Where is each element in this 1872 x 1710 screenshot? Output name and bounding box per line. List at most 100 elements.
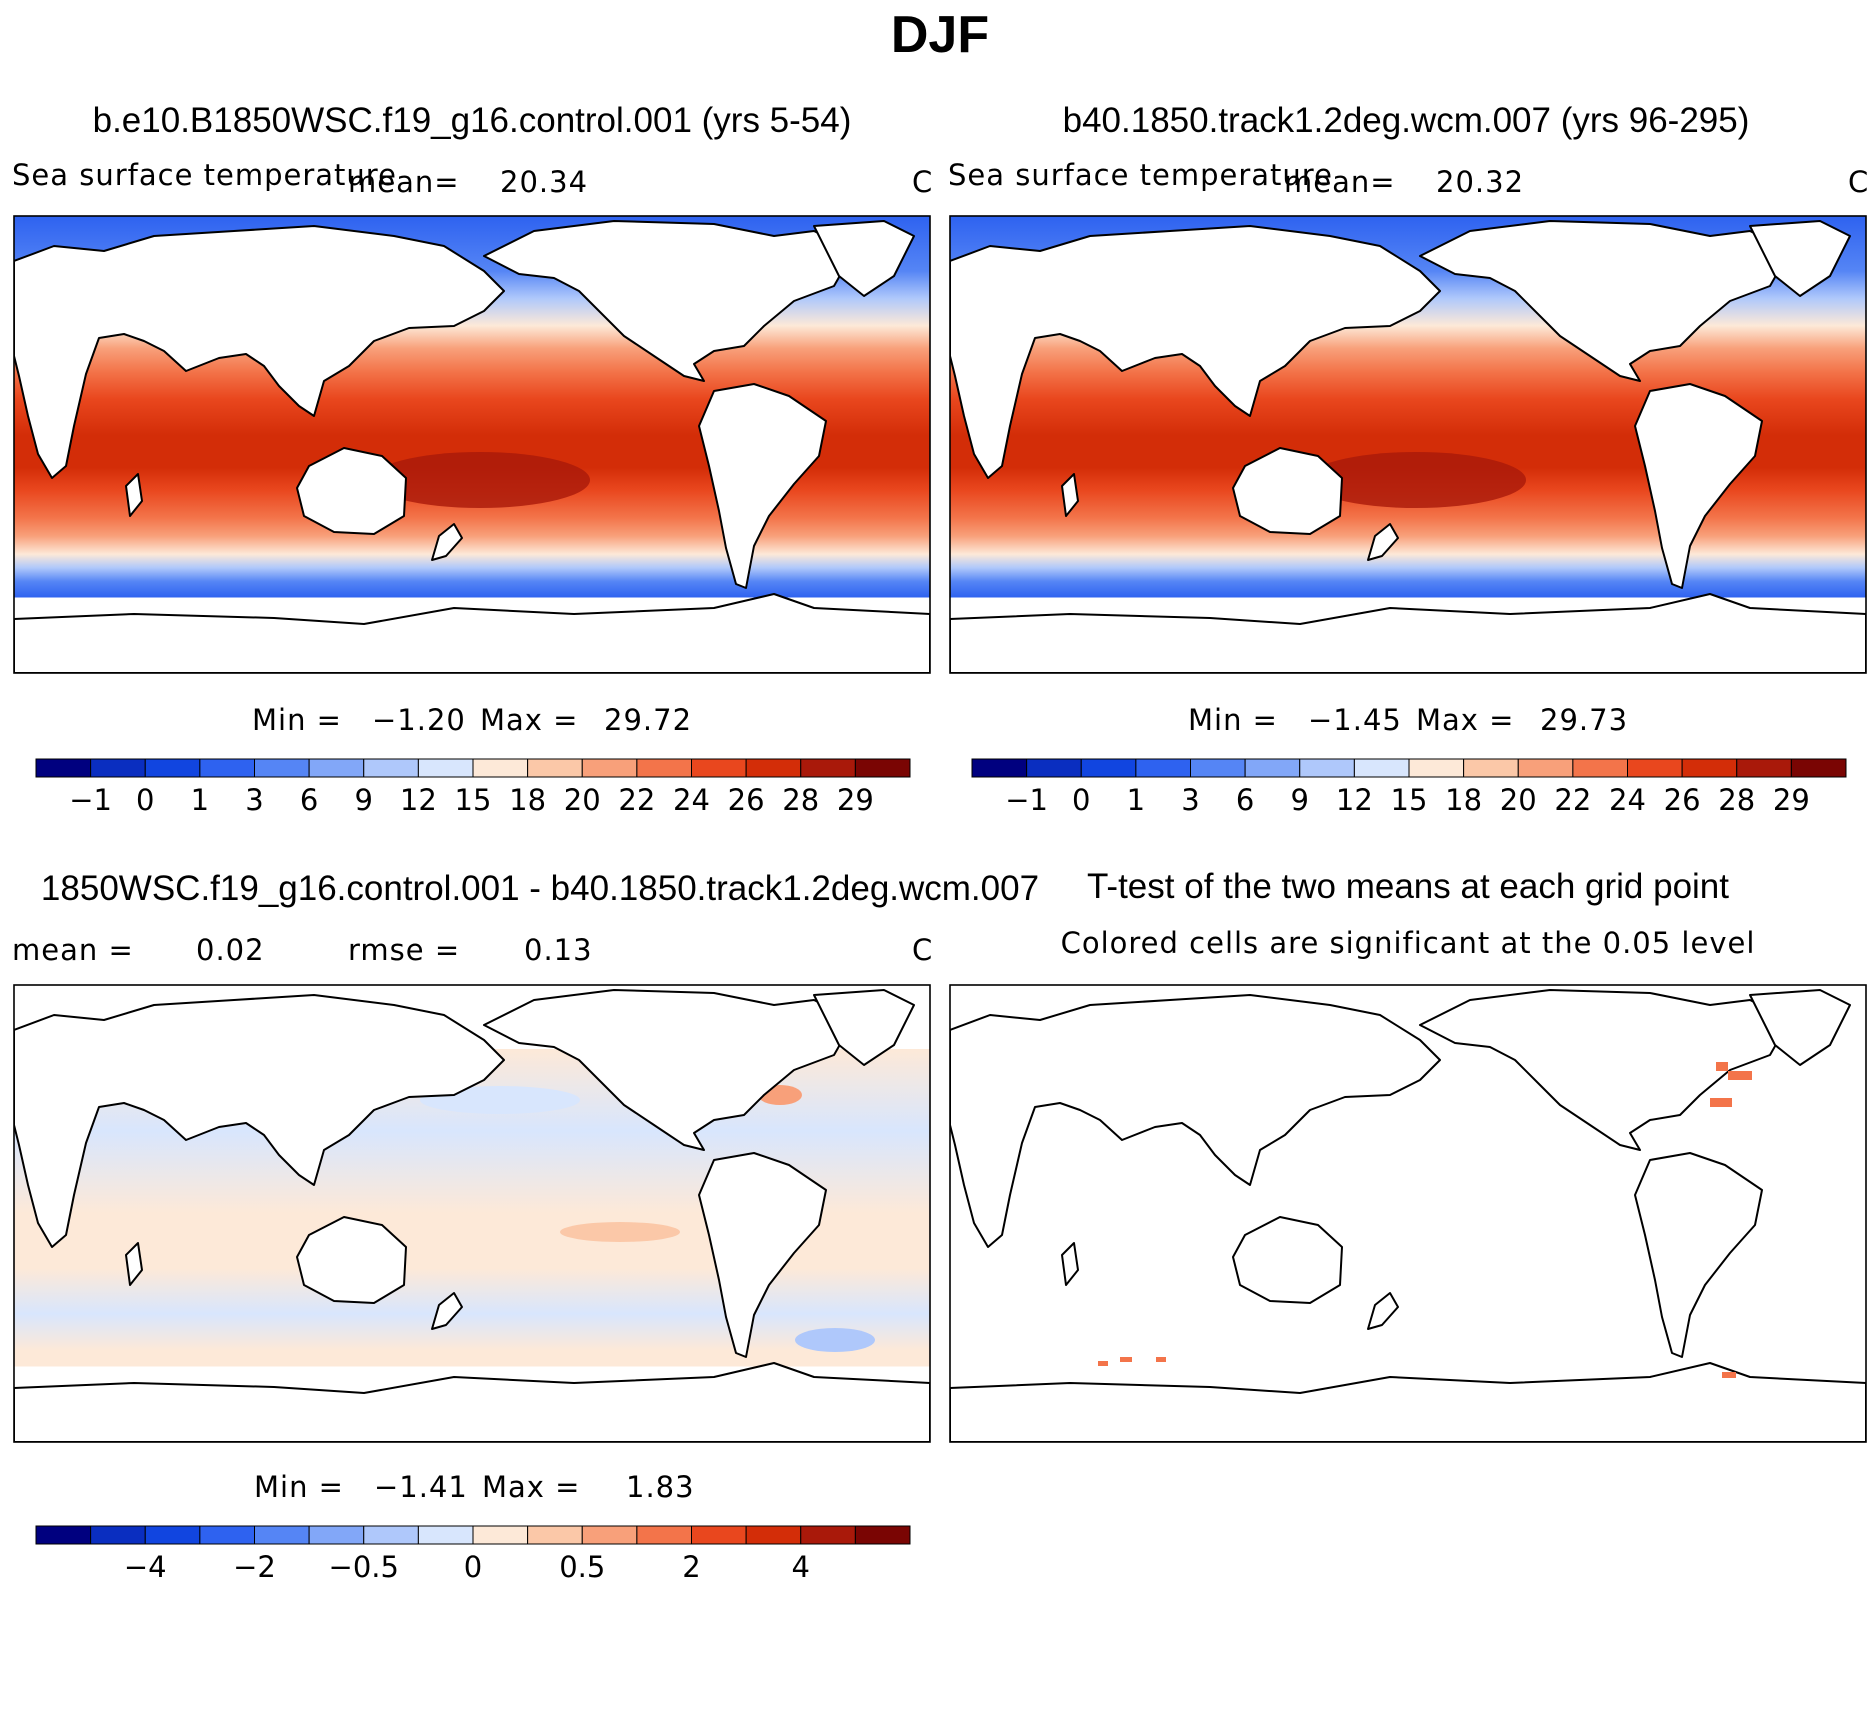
- colorbar-tick-label: 15: [1391, 783, 1428, 817]
- colorbar-swatch: [636, 1525, 692, 1545]
- colorbar-swatch: [308, 758, 365, 778]
- panel-b-units: C: [1848, 165, 1869, 199]
- colorbar-swatch: [1463, 758, 1519, 778]
- colorbar-swatch: [144, 758, 201, 778]
- panel-b-colorbar: −1 0 1 3 6 9 12 15 18 20 22 24 26 28 29: [971, 758, 1847, 817]
- panel-a-min-value: −1.20: [372, 703, 466, 737]
- panel-c-mean-label: mean =: [12, 933, 134, 967]
- panel-a-colorbar: −1 0 1 3 6 9 12 15 18 20 22 24 26 28 29: [35, 758, 911, 817]
- colorbar-swatch: [90, 1525, 146, 1545]
- colorbar-swatch: [1408, 758, 1465, 778]
- panel-d-significant-cells: [1098, 1062, 1752, 1378]
- panel-d-title: T-test of the two means at each grid poi…: [1087, 867, 1729, 906]
- colorbar-tick-label: 4: [792, 1550, 810, 1584]
- panel-a-variable: Sea surface temperature: [12, 158, 397, 192]
- panel-c-frame: [13, 984, 931, 1443]
- panel-a: b.e10.B1850WSC.f19_g16.control.001 (yrs …: [12, 101, 932, 817]
- panel-c-min-value: −1.41: [374, 1470, 468, 1504]
- colorbar-swatch: [527, 1525, 583, 1545]
- colorbar-tick-label: −2: [233, 1550, 276, 1584]
- panel-b-min-value: −1.45: [1308, 703, 1402, 737]
- colorbar-swatch: [854, 1525, 911, 1545]
- panel-c-south-cool-patch: [795, 1328, 875, 1352]
- panel-b-variable: Sea surface temperature: [948, 158, 1333, 192]
- colorbar-tick-label: 18: [509, 783, 546, 817]
- colorbar-tick-label: 0: [1072, 783, 1090, 817]
- sig-cell: [1710, 1098, 1732, 1107]
- colorbar-tick-label: −1: [69, 783, 112, 817]
- panel-c-title: 1850WSC.f19_g16.control.001 - b40.1850.t…: [41, 869, 1039, 908]
- colorbar-tick-label: 3: [1181, 783, 1199, 817]
- panel-b-warm-pool: [1306, 452, 1526, 508]
- colorbar-swatch: [971, 758, 1028, 778]
- colorbar-swatch: [35, 758, 92, 778]
- colorbar-tick-label: 9: [355, 783, 373, 817]
- panel-b-max-label: Max =: [1416, 703, 1514, 737]
- colorbar-swatch: [144, 1525, 201, 1545]
- panel-c-max-label: Max =: [482, 1470, 580, 1504]
- colorbar-swatch: [363, 1525, 419, 1545]
- colorbar-swatch: [90, 758, 146, 778]
- colorbar-swatch: [1244, 758, 1301, 778]
- panel-b-frame: [949, 215, 1867, 674]
- panel-c-rmse-value: 0.13: [524, 933, 593, 967]
- panel-c: 1850WSC.f19_g16.control.001 - b40.1850.t…: [12, 869, 1039, 1584]
- colorbar-tick-label: −1: [1005, 783, 1048, 817]
- panel-c-warm-patch: [560, 1222, 680, 1242]
- colorbar-swatch: [800, 758, 856, 778]
- panel-a-max-value: 29.72: [604, 703, 692, 737]
- colorbar-swatch: [1627, 758, 1683, 778]
- colorbar-tick-label: 28: [782, 783, 819, 817]
- panel-b-map: [950, 216, 1866, 673]
- colorbar-swatch: [1299, 758, 1355, 778]
- colorbar-tick-label: 20: [1500, 783, 1537, 817]
- colorbar-swatch: [1517, 758, 1574, 778]
- colorbar-tick-label: 20: [564, 783, 601, 817]
- panel-b-mean-label: mean=: [1284, 165, 1396, 199]
- colorbar-tick-label: 6: [300, 783, 318, 817]
- panel-c-rmse-label: rmse =: [348, 933, 460, 967]
- panel-a-mean-label: mean=: [348, 165, 460, 199]
- panel-b: b40.1850.track1.2deg.wcm.007 (yrs 96-295…: [948, 101, 1869, 817]
- sig-cell: [1156, 1357, 1166, 1362]
- colorbar-swatch: [1080, 758, 1137, 778]
- panel-b-mean-value: 20.32: [1436, 165, 1524, 199]
- colorbar-swatch: [417, 1525, 474, 1545]
- colorbar-tick-label: 26: [1664, 783, 1701, 817]
- sig-cell: [1722, 1372, 1736, 1378]
- sig-cell: [1716, 1062, 1728, 1071]
- panel-c-units: C: [912, 933, 933, 967]
- sig-cell: [1098, 1361, 1108, 1366]
- colorbar-swatch: [1026, 758, 1082, 778]
- colorbar-tick-label: 12: [1336, 783, 1373, 817]
- colorbar-swatch: [199, 1525, 255, 1545]
- colorbar-swatch: [254, 758, 310, 778]
- panel-a-frame: [13, 215, 931, 674]
- colorbar-tick-label: 24: [673, 783, 710, 817]
- panel-a-title: b.e10.B1850WSC.f19_g16.control.001 (yrs …: [93, 101, 852, 140]
- panel-c-min-label: Min =: [254, 1470, 344, 1504]
- figure-title: DJF: [891, 6, 989, 64]
- colorbar-tick-label: 26: [728, 783, 765, 817]
- colorbar-tick-label: 22: [618, 783, 655, 817]
- colorbar-tick-label: 22: [1554, 783, 1591, 817]
- colorbar-swatch: [35, 1525, 92, 1545]
- panel-b-max-value: 29.73: [1540, 703, 1628, 737]
- colorbar-tick-label: 0: [464, 1550, 482, 1584]
- colorbar-tick-label: 9: [1291, 783, 1309, 817]
- colorbar-tick-label: 2: [682, 1550, 700, 1584]
- colorbar-swatch: [800, 1525, 856, 1545]
- colorbar-swatch: [417, 758, 474, 778]
- colorbar-swatch: [472, 758, 529, 778]
- panel-d-subtitle: Colored cells are significant at the 0.0…: [1061, 926, 1756, 960]
- colorbar-tick-label: −0.5: [329, 1550, 399, 1584]
- colorbar-swatch: [636, 758, 692, 778]
- colorbar-swatch: [472, 1525, 529, 1545]
- colorbar-tick-label: 0.5: [559, 1550, 605, 1584]
- colorbar-swatch: [254, 1525, 310, 1545]
- sig-cell: [1120, 1357, 1132, 1362]
- colorbar-swatch: [1681, 758, 1738, 778]
- panel-b-title: b40.1850.track1.2deg.wcm.007 (yrs 96-295…: [1063, 101, 1750, 140]
- colorbar-swatch: [1790, 758, 1847, 778]
